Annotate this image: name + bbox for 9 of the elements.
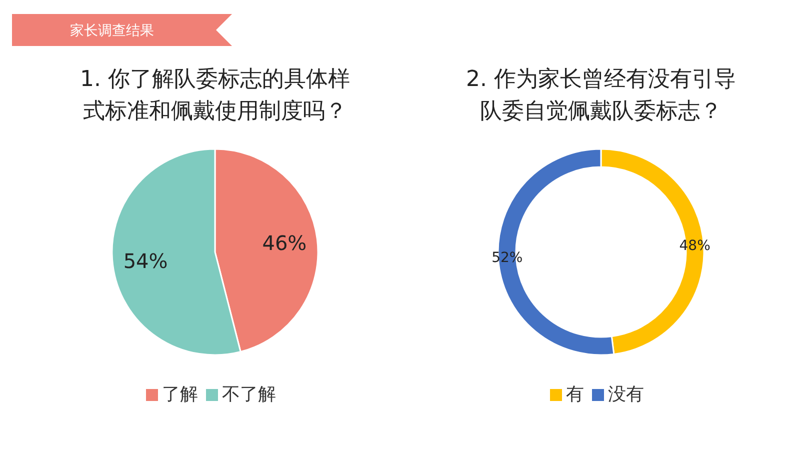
chart-title: 2. 作为家长曾经有没有引导队委自觉佩戴队委标志？	[466, 67, 736, 124]
legend-label: 了解	[162, 384, 198, 405]
data-label: 54%	[123, 248, 168, 273]
legend-label: 不了解	[222, 384, 276, 405]
chart-title: 1. 你了解队委标志的具体样式标准和佩戴使用制度吗？	[80, 67, 350, 124]
legend-label: 没有	[608, 384, 644, 405]
data-label: 46%	[262, 231, 307, 256]
text: 家长调查结果	[70, 23, 154, 39]
legend-label: 有	[566, 384, 584, 405]
